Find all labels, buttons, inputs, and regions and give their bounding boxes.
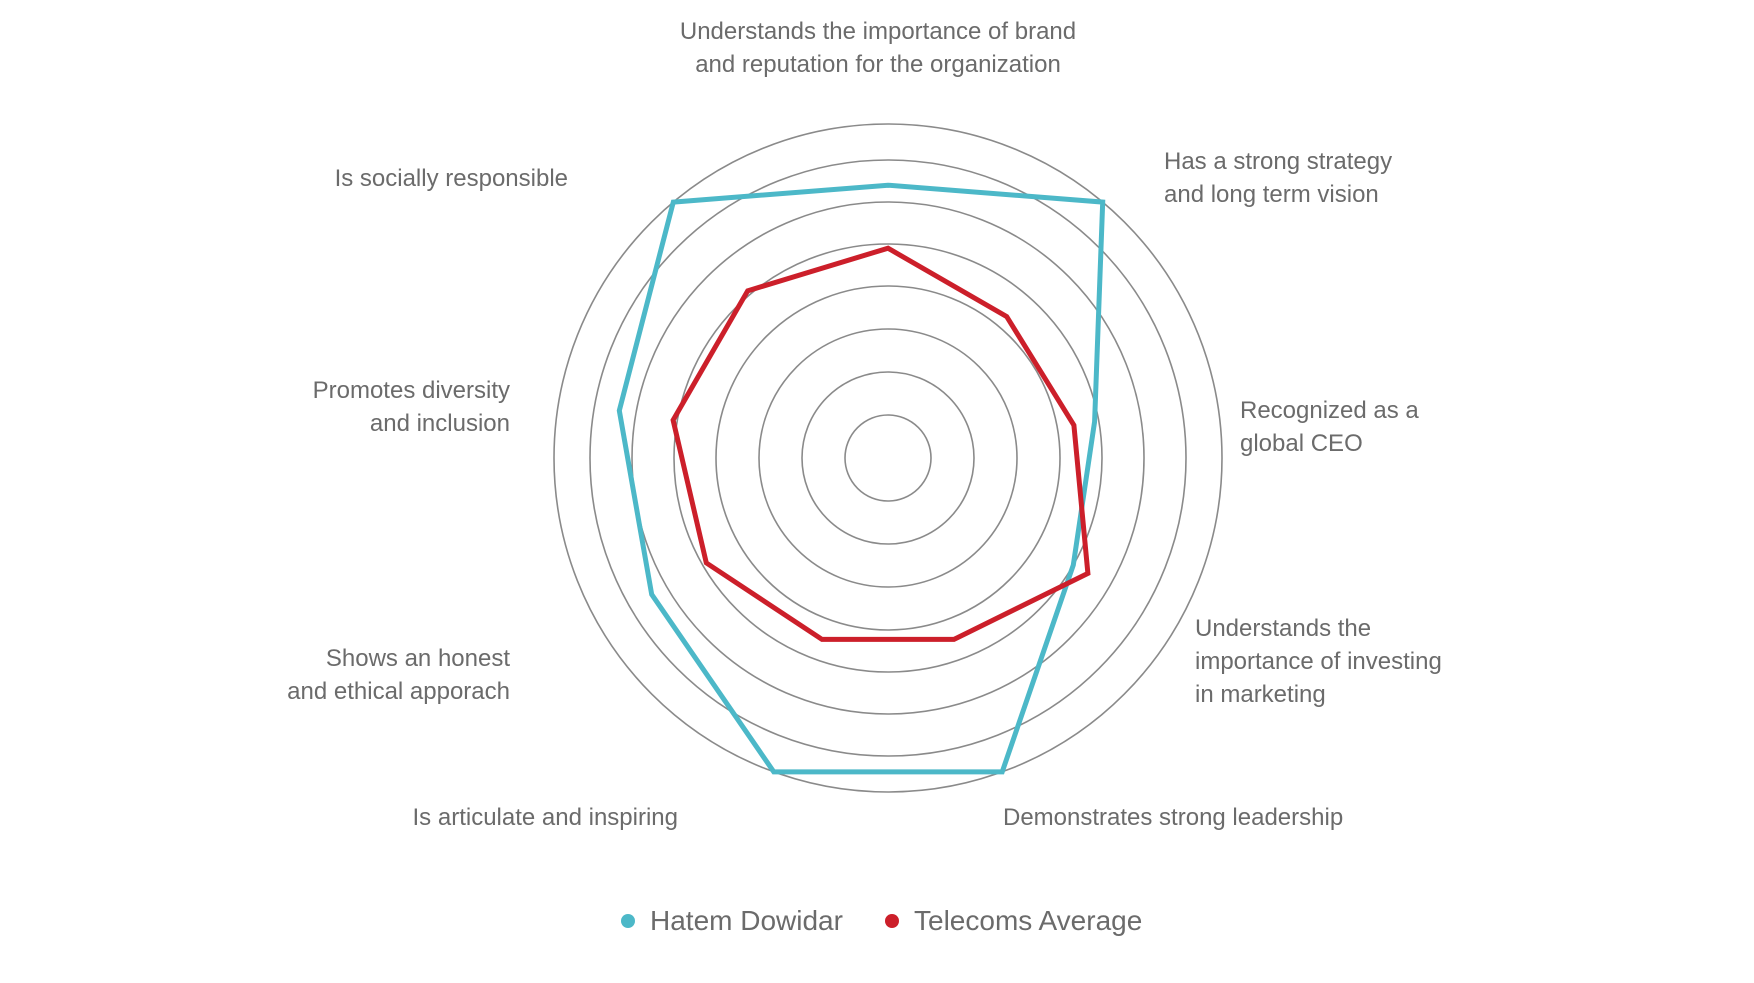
- axis-label-2: Has a strong strategy and long term visio…: [1164, 148, 1392, 208]
- axis-label-8-line-1: Promotes diversity: [313, 377, 510, 404]
- axis-label-3-line-2: global CEO: [1240, 430, 1363, 457]
- axis-label-7-line-2: and ethical apporach: [287, 678, 510, 705]
- axis-label-7-line-1: Shows an honest: [326, 645, 510, 672]
- axis-label-9-line-1: Is socially responsible: [335, 165, 568, 192]
- axis-label-5: Demonstrates strong leadership: [1003, 804, 1343, 831]
- axis-label-3: Recognized as a global CEO: [1240, 397, 1419, 457]
- legend-dot-hatem-dowidar: [621, 914, 635, 928]
- legend-label-telecoms-average: Telecoms Average: [914, 905, 1142, 936]
- legend-label-hatem-dowidar: Hatem Dowidar: [650, 905, 843, 936]
- axis-label-4-line-3: in marketing: [1195, 681, 1326, 708]
- axis-label-6-line-1: Is articulate and inspiring: [413, 804, 678, 831]
- series-layer: [616, 182, 1106, 775]
- axis-label-8: Promotes diversity and inclusion: [313, 377, 510, 437]
- grid-ring-7: [589, 159, 1187, 757]
- axis-label-1-line-2: and reputation for the organization: [695, 51, 1061, 78]
- grid-ring-2: [801, 371, 975, 545]
- legend: Hatem Dowidar Telecoms Average: [621, 905, 1142, 936]
- axis-label-9: Is socially responsible: [335, 165, 568, 192]
- grid-ring-3: [758, 328, 1018, 588]
- axis-label-2-line-1: Has a strong strategy: [1164, 148, 1392, 175]
- series-line-hatem-dowidar: [616, 182, 1106, 775]
- series-line-telecoms-average: [670, 245, 1091, 642]
- axis-label-4-line-2: importance of investing: [1195, 648, 1442, 675]
- grid-ring-5: [673, 243, 1103, 673]
- axis-label-4: Understands the importance of investing in…: [1195, 615, 1442, 708]
- axis-label-3-line-1: Recognized as a: [1240, 397, 1419, 424]
- axis-label-4-line-1: Understands the: [1195, 615, 1371, 642]
- grid-rings: [553, 123, 1223, 793]
- axis-label-8-line-2: and inclusion: [370, 410, 510, 437]
- axis-label-7: Shows an honest and ethical apporach: [287, 645, 510, 705]
- axis-label-1-line-1: Understands the importance of brand: [680, 18, 1076, 45]
- legend-dot-telecoms-average: [885, 914, 899, 928]
- grid-ring-8: [553, 123, 1223, 793]
- grid-ring-1: [844, 414, 932, 502]
- axis-label-6: Is articulate and inspiring: [413, 804, 678, 831]
- grid-ring-4: [715, 285, 1061, 631]
- grid-ring-6: [631, 201, 1145, 715]
- axis-labels: Understands the importance of brand and r…: [287, 18, 1442, 831]
- axis-label-2-line-2: and long term vision: [1164, 181, 1379, 208]
- axis-label-5-line-1: Demonstrates strong leadership: [1003, 804, 1343, 831]
- axis-label-1: Understands the importance of brand and r…: [680, 18, 1076, 78]
